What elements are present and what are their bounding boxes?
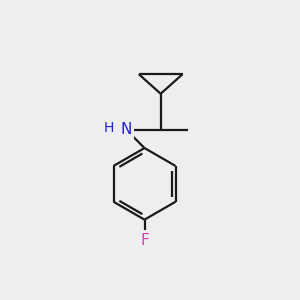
- Text: N: N: [120, 122, 132, 137]
- Text: H: H: [103, 121, 114, 135]
- Text: F: F: [140, 233, 149, 248]
